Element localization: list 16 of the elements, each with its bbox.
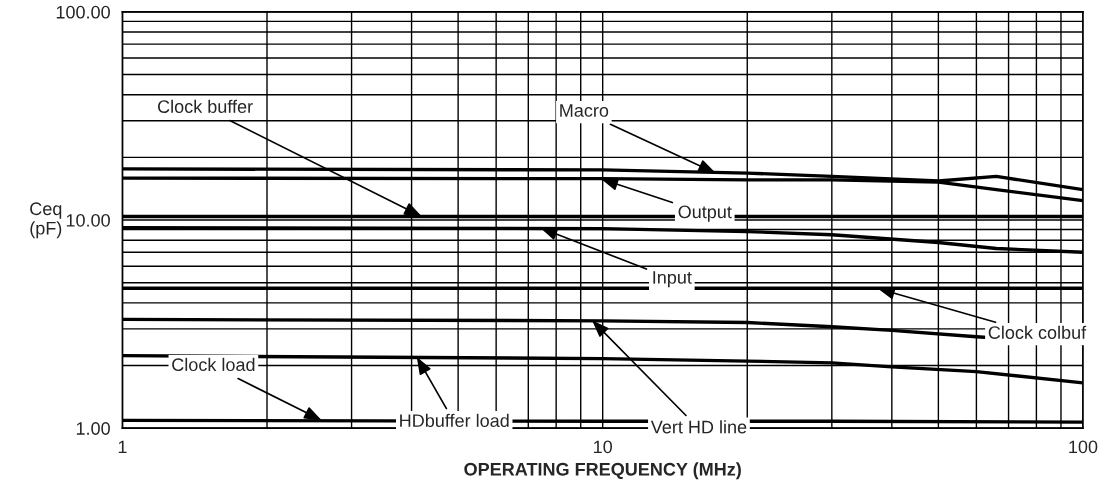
annotation: Macro <box>560 104 609 117</box>
annotation: Vert HD line <box>650 420 747 434</box>
x-tick-label: 10 <box>594 440 613 454</box>
annotation: Clock colbuf <box>988 325 1087 339</box>
x-axis-title: OPERATING FREQUENCY (MHz) <box>464 462 741 480</box>
annotation: Clock load <box>172 357 255 372</box>
y-tick-label: 10.00 <box>66 213 110 227</box>
annotation: Input <box>653 271 692 288</box>
x-tick-label: 1 <box>118 440 127 454</box>
y-tick-label: 1.00 <box>76 422 110 435</box>
annotation: HDbuffer load <box>400 413 509 428</box>
y-axis-title: Ceq (pF) <box>30 202 62 239</box>
x-tick-label: 100 <box>1069 440 1098 454</box>
annotation: Output <box>678 205 732 222</box>
y-tick-label: 100.00 <box>56 5 110 19</box>
annotation: Clock buffer <box>157 99 253 113</box>
